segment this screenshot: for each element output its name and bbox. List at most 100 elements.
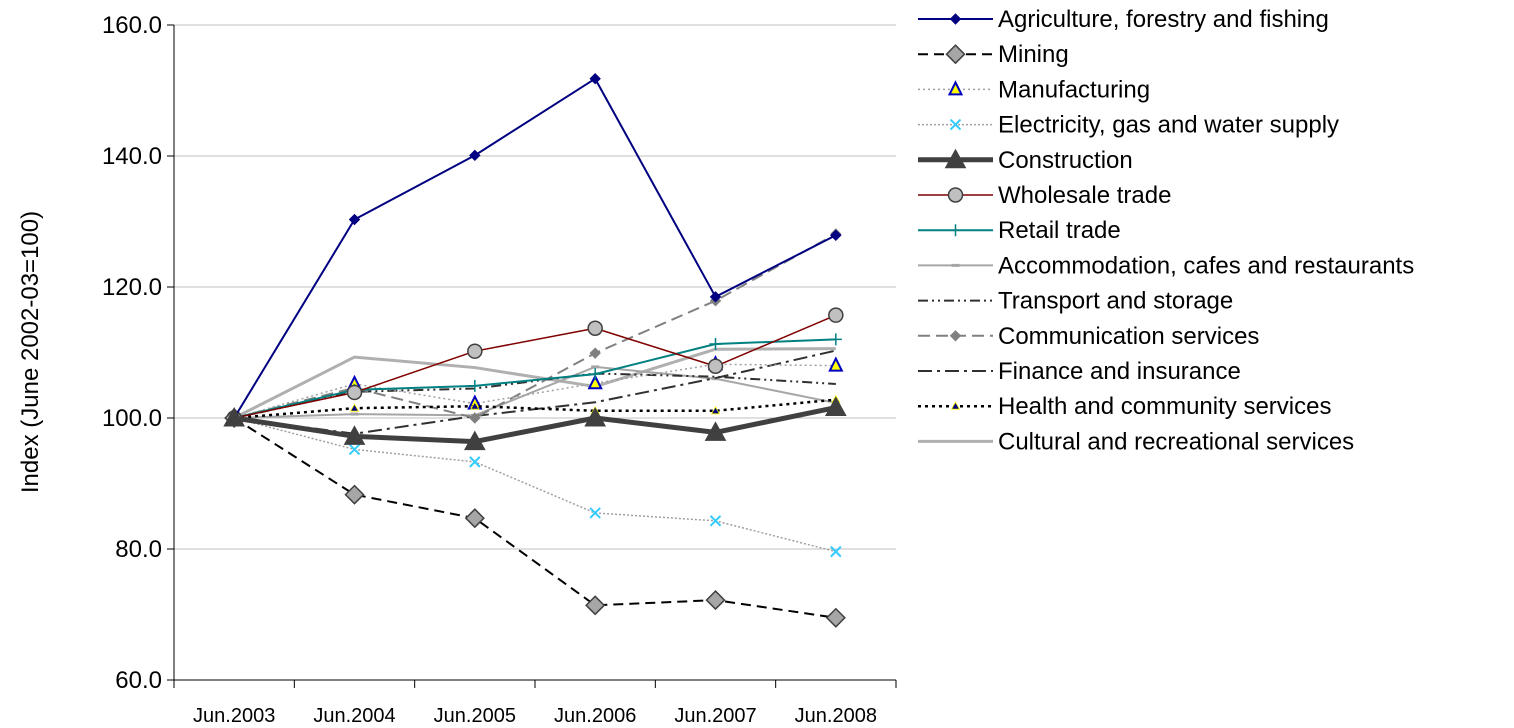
legend-label: Electricity, gas and water supply: [998, 112, 1339, 139]
x-tick-label: Jun.2008: [795, 705, 877, 727]
legend-item: Electricity, gas and water supply: [918, 112, 1339, 139]
series-line: [233, 363, 836, 419]
legend-label: Health and community services: [998, 393, 1331, 420]
legend-label: Transport and storage: [998, 288, 1233, 315]
y-axis-title: Index (June 2002-03=100): [17, 211, 44, 493]
data-point: [829, 333, 842, 346]
series-line: [234, 365, 837, 419]
y-tick-label: 60.0: [115, 667, 162, 694]
data-point: [830, 545, 842, 558]
data-point: [828, 307, 844, 323]
legend-label: Wholesale trade: [998, 182, 1171, 209]
data-point: [825, 607, 846, 628]
series-line: [233, 347, 836, 420]
x-tick-label: Jun.2004: [313, 705, 395, 727]
series-3: [228, 412, 842, 558]
data-point: [947, 80, 964, 96]
x-tick-label: Jun.2003: [193, 705, 275, 727]
data-point: [223, 406, 246, 427]
data-point: [949, 13, 962, 25]
data-point: [949, 224, 962, 237]
legend-label: Retail trade: [998, 217, 1121, 244]
data-point: [949, 330, 962, 342]
legend-item: Manufacturing: [918, 76, 1150, 103]
series-line: [233, 417, 836, 619]
legend-item: Accommodation, cafes and restaurants: [918, 252, 1414, 279]
series-line: [233, 405, 837, 445]
legend-item: Mining: [918, 41, 1069, 68]
data-point: [709, 515, 722, 527]
legend-item: Retail trade: [918, 217, 1121, 244]
data-point: [470, 401, 480, 410]
data-point: [348, 213, 361, 226]
x-tick-label: Jun.2007: [674, 705, 756, 727]
data-point: [824, 396, 847, 417]
data-point: [587, 374, 603, 390]
series-4: [223, 396, 847, 451]
series-line: [233, 338, 836, 419]
data-point: [346, 384, 363, 401]
data-point: [828, 356, 844, 372]
data-point: [705, 590, 726, 611]
legend-label: Finance and insurance: [998, 358, 1241, 385]
axes: [173, 25, 896, 681]
data-point: [707, 358, 724, 375]
data-point: [463, 430, 486, 451]
data-point: [468, 379, 481, 392]
data-point: [467, 343, 483, 359]
legend-item: Wholesale trade: [918, 182, 1171, 209]
x-tick-label: Jun.2006: [554, 705, 636, 727]
data-point: [344, 484, 365, 505]
y-tick-label: 160.0: [102, 12, 162, 39]
series-1: [224, 407, 846, 628]
legend-item: Agriculture, forestry and fishing: [918, 6, 1329, 33]
legend-item: Cultural and recreational services: [918, 428, 1354, 455]
data-point: [349, 403, 360, 412]
y-tick-label: 80.0: [115, 536, 162, 563]
data-point: [348, 443, 361, 456]
gridlines: [174, 24, 896, 550]
legend-label: Agriculture, forestry and fishing: [998, 6, 1329, 33]
data-point: [944, 148, 967, 169]
legend-label: Manufacturing: [998, 76, 1150, 103]
data-point: [709, 291, 722, 303]
data-point: [589, 368, 602, 381]
series-line: [234, 398, 836, 420]
data-point: [950, 401, 961, 410]
y-axis-ticks: 60.0 80.0 100.0 120.0 140.0 160.0: [102, 12, 174, 694]
data-point: [589, 347, 601, 359]
series-line: [234, 314, 837, 419]
series-line: [233, 417, 837, 553]
legend-label: Communication services: [998, 323, 1259, 350]
data-point: [469, 456, 481, 468]
data-point: [343, 425, 366, 445]
data-point: [945, 44, 966, 65]
legend-item: Construction: [918, 147, 1133, 174]
legend-label: Accommodation, cafes and restaurants: [998, 252, 1414, 279]
data-point: [949, 118, 962, 131]
data-point: [589, 507, 601, 519]
legend-item: Health and community services: [918, 393, 1331, 420]
legend-label: Mining: [998, 41, 1069, 68]
legend: Agriculture, forestry and fishing Mining M…: [918, 6, 1414, 455]
data-point: [589, 73, 601, 85]
data-point: [464, 508, 485, 529]
x-tick-label: Jun.2005: [434, 705, 516, 727]
series-12: [233, 347, 836, 420]
data-point: [469, 412, 481, 424]
data-point: [585, 595, 606, 616]
data-point: [947, 187, 964, 203]
series-lines: [223, 73, 847, 628]
y-tick-label: 140.0: [102, 143, 162, 170]
legend-label: Construction: [998, 147, 1133, 174]
data-point: [584, 406, 607, 427]
data-point: [704, 421, 727, 441]
series-line: [233, 77, 837, 419]
series-line: [233, 233, 837, 419]
legend-label: Cultural and recreational services: [998, 428, 1354, 455]
legend-item: Finance and insurance: [918, 358, 1241, 385]
legend-item: Communication services: [918, 323, 1259, 350]
y-tick-label: 100.0: [102, 405, 162, 432]
y-tick-label: 120.0: [102, 274, 162, 301]
